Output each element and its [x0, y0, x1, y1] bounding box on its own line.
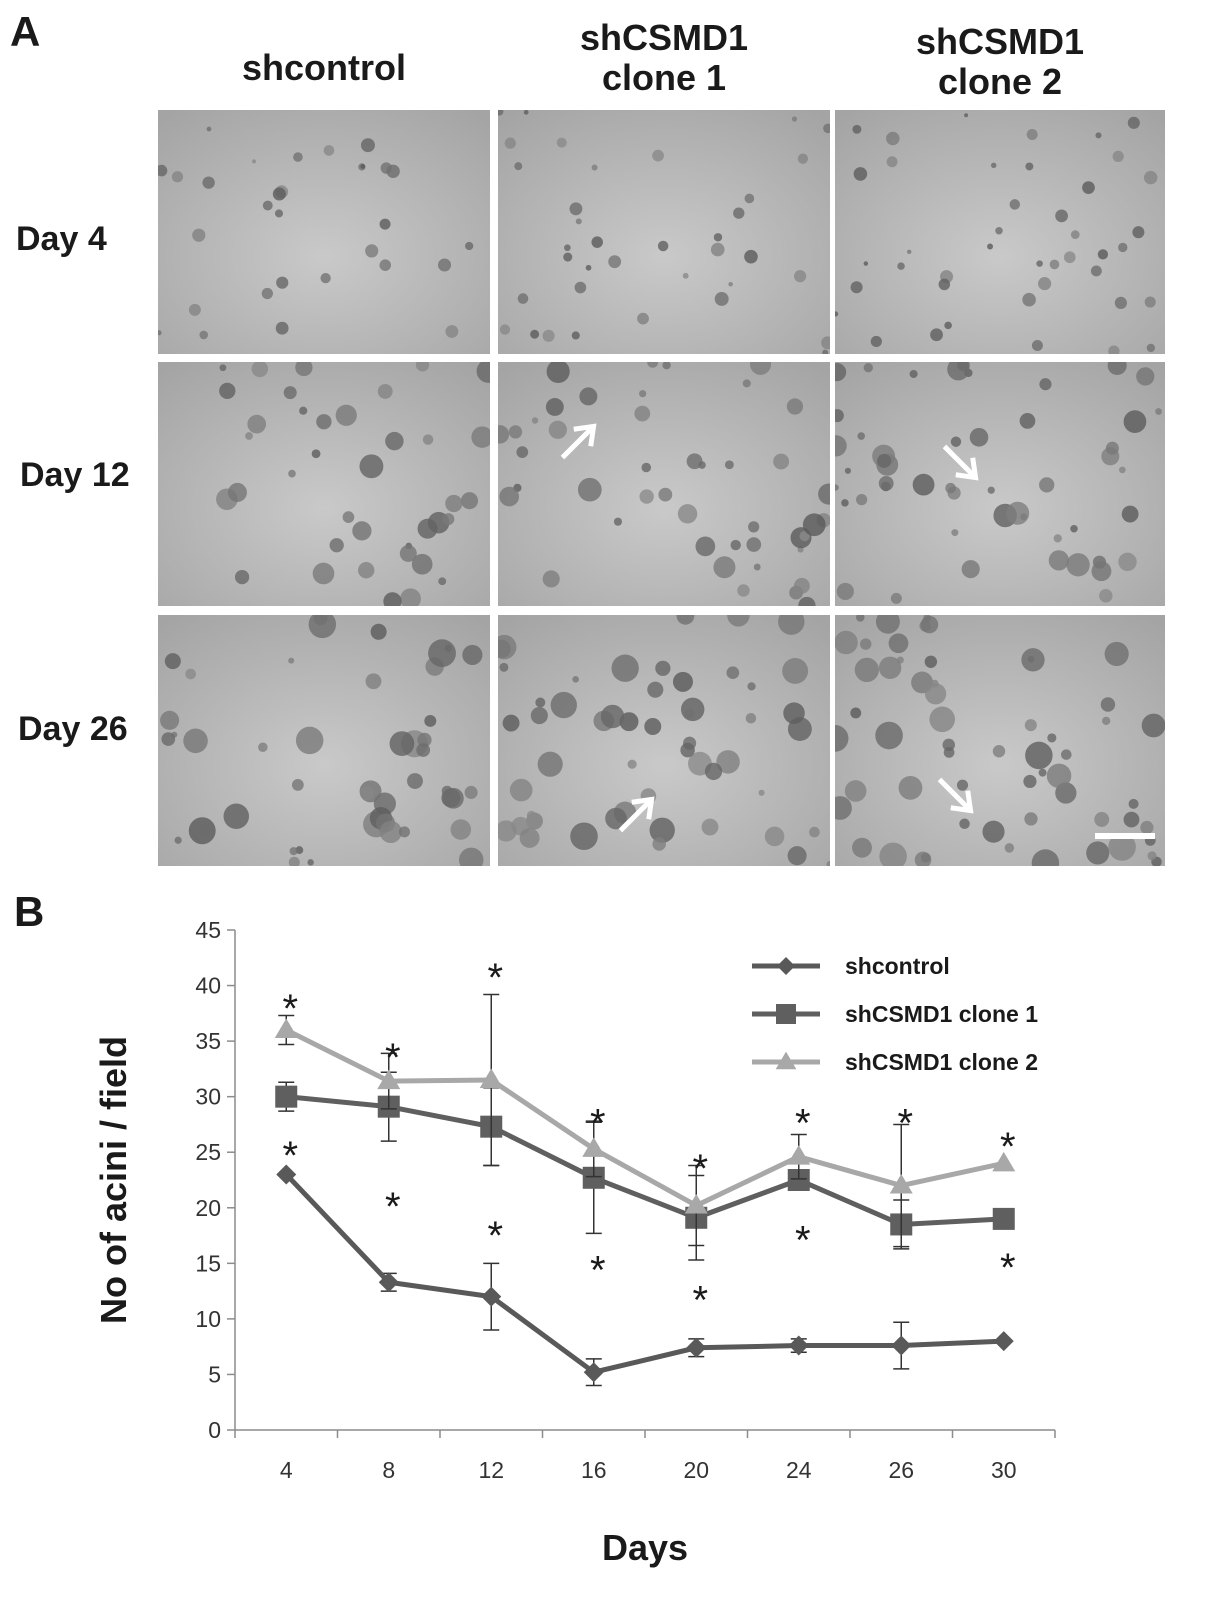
- panel-b-label: B: [14, 888, 45, 935]
- significance-asterisk: *: [795, 1102, 811, 1146]
- significance-asterisk: *: [897, 1102, 913, 1146]
- significance-asterisk: *: [1000, 1125, 1016, 1169]
- y-tick-label: 5: [208, 1361, 221, 1387]
- data-point: [889, 1174, 913, 1194]
- significance-asterisk: *: [692, 1147, 708, 1191]
- white-arrow-icon: [560, 423, 597, 460]
- y-tick-label: 40: [195, 973, 221, 999]
- significance-asterisk: *: [795, 1218, 811, 1262]
- y-tick-label: 15: [195, 1250, 221, 1276]
- x-axis-title: Days: [602, 1527, 688, 1568]
- scale-bar-icon: [1095, 833, 1155, 839]
- x-tick-label: 4: [280, 1457, 293, 1483]
- y-axis-title: No of acini / field: [93, 1036, 134, 1324]
- y-tick-label: 10: [195, 1306, 221, 1332]
- legend-item: shcontrol: [752, 953, 950, 979]
- data-point: [378, 1272, 399, 1293]
- data-point: [787, 1169, 810, 1191]
- y-tick-label: 25: [195, 1139, 221, 1165]
- column-header-shcontrol: shcontrol: [241, 47, 406, 88]
- micrograph-tile: [835, 110, 1165, 354]
- data-point: [276, 1164, 297, 1185]
- data-point: [582, 1166, 605, 1189]
- series-line: [286, 1094, 1004, 1227]
- data-point: [275, 1085, 298, 1108]
- significance-asterisk: *: [282, 987, 298, 1031]
- legend: shcontrol shCSMD1 clone 1 shCSMD1 clone 2: [752, 953, 1038, 1075]
- micrograph-tile: [498, 615, 830, 866]
- data-point: [274, 1018, 298, 1038]
- data-point: [377, 1069, 401, 1090]
- row-header-day-26: Day 26: [18, 710, 128, 748]
- significance-asterisk: *: [487, 956, 503, 1000]
- significance-asterisk: *: [590, 1102, 606, 1146]
- legend-label: shCSMD1 clone 1: [845, 1001, 1038, 1027]
- series-shcsmd1-clone-1: [275, 1071, 1015, 1261]
- significance-asterisk: *: [385, 1185, 401, 1229]
- legend-label: shcontrol: [845, 953, 950, 979]
- white-arrow-icon: [618, 796, 655, 833]
- panel-a-label: A: [10, 8, 41, 55]
- data-point: [481, 1286, 502, 1307]
- y-tick-label: 30: [195, 1084, 221, 1110]
- x-tick-label: 20: [683, 1457, 709, 1483]
- x-tick-label: 16: [581, 1457, 607, 1483]
- data-point: [992, 1207, 1015, 1230]
- legend-label: shCSMD1 clone 2: [845, 1049, 1038, 1075]
- data-point: [479, 1068, 503, 1088]
- significance-asterisk: *: [385, 1036, 401, 1080]
- white-arrow-icon: [937, 777, 974, 814]
- data-point: [788, 1335, 809, 1356]
- micrograph-tile: [835, 362, 1165, 606]
- series-shcontrol: [276, 1164, 1014, 1387]
- data-point: [891, 1335, 912, 1356]
- column-header-shcsmd1-clone-1: shCSMD1 clone 1: [579, 17, 749, 98]
- data-point: [684, 1194, 708, 1214]
- micrograph-tile: [158, 362, 490, 606]
- y-tick-label: 0: [208, 1417, 221, 1443]
- data-point: [582, 1137, 606, 1157]
- significance-asterisk: *: [590, 1248, 606, 1292]
- significance-asterisk: *: [692, 1278, 708, 1322]
- x-tick-label: 24: [786, 1457, 812, 1483]
- series-shcsmd1-clone-2: [274, 993, 1016, 1248]
- micrograph-tile: [498, 362, 830, 606]
- legend-item: shCSMD1 clone 2: [752, 1049, 1038, 1075]
- x-tick-label: 12: [478, 1457, 504, 1483]
- acini-line-chart: 0 5 10 15 20 25 30 35 40 45 4 8 12 16 20 24 26 30 Days No o…: [93, 917, 1056, 1568]
- significance-asterisk: *: [487, 1214, 503, 1258]
- row-header-day-4: Day 4: [16, 220, 107, 258]
- white-arrow-icon: [942, 444, 979, 481]
- data-point: [686, 1337, 707, 1358]
- y-tick-label: 35: [195, 1028, 221, 1054]
- micrograph-tile: [498, 110, 830, 354]
- row-header-day-12: Day 12: [20, 456, 130, 494]
- data-point: [787, 1145, 811, 1165]
- micrograph-tile: [835, 615, 1165, 866]
- y-tick-label: 20: [195, 1195, 221, 1221]
- data-point: [583, 1362, 604, 1383]
- significance-asterisk: *: [1000, 1246, 1016, 1290]
- series-line: [285, 1027, 1005, 1209]
- x-tick-label: 26: [888, 1457, 914, 1483]
- micrograph-tile: [158, 615, 490, 866]
- x-tick-label: 8: [382, 1457, 395, 1483]
- column-header-shcsmd1-clone-2: shCSMD1 clone 2: [915, 21, 1085, 102]
- significance-asterisk: *: [282, 1134, 298, 1178]
- series-line: [284, 1172, 1004, 1375]
- y-tick-label: 45: [195, 917, 221, 943]
- x-tick-label: 30: [991, 1457, 1017, 1483]
- micrograph-tile: [158, 110, 490, 354]
- data-point: [993, 1331, 1014, 1352]
- legend-item: shCSMD1 clone 1: [752, 1001, 1038, 1027]
- data-point: [992, 1151, 1016, 1172]
